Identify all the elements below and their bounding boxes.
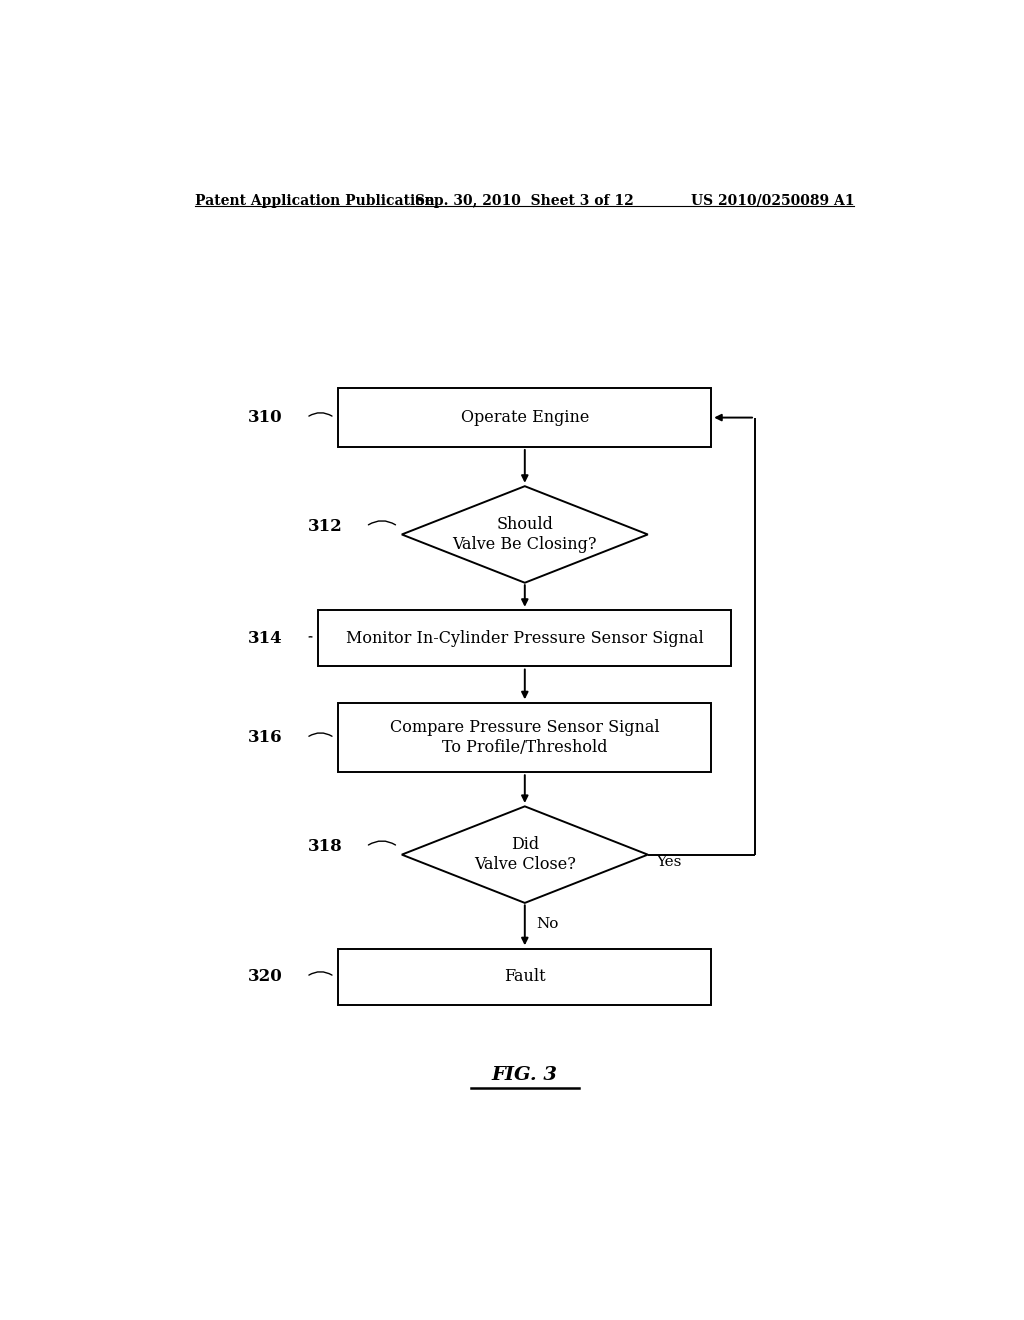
Text: 316: 316 <box>248 729 283 746</box>
Polygon shape <box>401 486 648 582</box>
Text: Sep. 30, 2010  Sheet 3 of 12: Sep. 30, 2010 Sheet 3 of 12 <box>416 194 634 209</box>
Bar <box>338 704 712 772</box>
Text: Operate Engine: Operate Engine <box>461 409 589 426</box>
Text: 318: 318 <box>307 838 342 855</box>
Text: Did
Valve Close?: Did Valve Close? <box>474 837 575 873</box>
Text: FIG. 3: FIG. 3 <box>492 1067 558 1084</box>
Text: Fault: Fault <box>504 968 546 985</box>
Bar <box>338 388 712 447</box>
Text: Monitor In-Cylinder Pressure Sensor Signal: Monitor In-Cylinder Pressure Sensor Sign… <box>346 630 703 647</box>
Text: US 2010/0250089 A1: US 2010/0250089 A1 <box>690 194 854 209</box>
Text: No: No <box>537 917 559 931</box>
Text: 312: 312 <box>307 517 342 535</box>
Bar <box>338 949 712 1005</box>
Text: Yes: Yes <box>655 855 681 869</box>
Text: 314: 314 <box>248 630 283 647</box>
Text: Compare Pressure Sensor Signal
To Profile/Threshold: Compare Pressure Sensor Signal To Profil… <box>390 719 659 756</box>
Bar <box>318 610 731 667</box>
Text: Should
Valve Be Closing?: Should Valve Be Closing? <box>453 516 597 553</box>
Text: 310: 310 <box>248 409 283 426</box>
Polygon shape <box>401 807 648 903</box>
Text: 320: 320 <box>248 968 283 985</box>
Text: Patent Application Publication: Patent Application Publication <box>196 194 435 209</box>
